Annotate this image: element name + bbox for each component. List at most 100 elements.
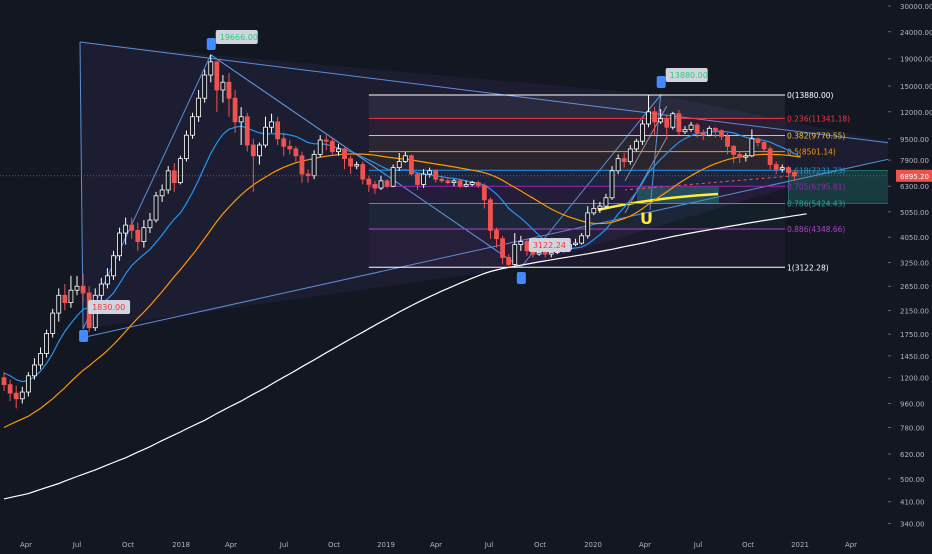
candle[interactable]	[573, 238, 578, 247]
candle[interactable]	[640, 119, 645, 146]
candle[interactable]	[141, 220, 147, 248]
candle[interactable]	[700, 129, 706, 141]
candle[interactable]	[25, 372, 31, 397]
candle[interactable]	[694, 122, 700, 138]
candle[interactable]	[111, 250, 116, 280]
candle[interactable]	[500, 235, 506, 265]
candle[interactable]	[165, 166, 171, 194]
candle[interactable]	[451, 179, 457, 187]
candle[interactable]	[171, 163, 177, 192]
price-axis[interactable]: 30000.00 24000.00 19000.00 15000.00 12000.00…	[888, 0, 932, 536]
price-callout[interactable]: 3122.24	[528, 238, 571, 252]
lower-trendline[interactable]	[82, 149, 931, 338]
candle[interactable]	[706, 126, 712, 137]
candle[interactable]	[670, 111, 676, 130]
ma-line[interactable]	[3, 125, 801, 383]
candle[interactable]	[378, 175, 384, 190]
candle[interactable]	[98, 277, 104, 301]
candle[interactable]	[408, 154, 414, 176]
candle[interactable]	[329, 137, 335, 155]
candle[interactable]	[80, 273, 86, 303]
candle[interactable]	[396, 153, 402, 171]
candle[interactable]	[366, 175, 372, 192]
candle[interactable]	[184, 130, 189, 162]
candle[interactable]	[646, 95, 651, 128]
candle[interactable]	[354, 161, 360, 170]
candle[interactable]	[676, 109, 682, 136]
candle[interactable]	[688, 121, 694, 132]
candle[interactable]	[62, 284, 68, 311]
candle[interactable]	[190, 112, 195, 139]
candle[interactable]	[348, 155, 354, 175]
candle[interactable]	[518, 235, 524, 251]
candle[interactable]	[159, 184, 165, 202]
candle[interactable]	[725, 132, 730, 155]
candle[interactable]	[615, 154, 621, 175]
candle[interactable]	[609, 166, 615, 200]
candle[interactable]	[275, 116, 281, 146]
candle[interactable]	[494, 227, 499, 248]
candle[interactable]	[664, 115, 670, 139]
candle[interactable]	[603, 193, 609, 209]
candle[interactable]	[202, 69, 208, 103]
candle[interactable]	[1, 372, 7, 391]
candle[interactable]	[591, 199, 597, 216]
candle[interactable]	[512, 233, 518, 267]
candle[interactable]	[457, 179, 463, 189]
candle[interactable]	[652, 107, 657, 136]
candle[interactable]	[117, 227, 122, 261]
candle[interactable]	[658, 108, 664, 124]
candle[interactable]	[50, 308, 56, 338]
candle[interactable]	[214, 60, 220, 112]
candle[interactable]	[244, 112, 250, 152]
ma-line[interactable]	[3, 213, 807, 500]
candle[interactable]	[232, 89, 238, 133]
ma-line[interactable]	[3, 153, 801, 429]
candle[interactable]	[74, 275, 80, 296]
candle[interactable]	[360, 161, 366, 185]
candle[interactable]	[269, 113, 274, 133]
candle[interactable]	[342, 147, 347, 170]
candle[interactable]	[621, 153, 627, 168]
candle[interactable]	[336, 143, 341, 156]
candle[interactable]	[463, 180, 469, 188]
candle[interactable]	[208, 54, 214, 83]
candle[interactable]	[737, 151, 743, 164]
candle[interactable]	[177, 155, 183, 185]
candle[interactable]	[153, 191, 159, 223]
candle[interactable]	[372, 180, 378, 194]
candle[interactable]	[713, 127, 718, 138]
candle[interactable]	[135, 222, 141, 251]
candle[interactable]	[147, 212, 153, 234]
candle[interactable]	[256, 142, 262, 165]
pivot-marker[interactable]	[516, 272, 526, 284]
candle[interactable]	[506, 254, 512, 268]
candle[interactable]	[44, 329, 49, 358]
candle[interactable]	[7, 379, 13, 402]
candle[interactable]	[749, 129, 755, 158]
candle[interactable]	[439, 175, 445, 183]
candle[interactable]	[415, 172, 420, 190]
candle[interactable]	[755, 137, 761, 147]
candle[interactable]	[299, 151, 305, 183]
candle[interactable]	[287, 140, 293, 155]
candle[interactable]	[38, 347, 43, 370]
candle[interactable]	[773, 161, 779, 175]
candle[interactable]	[311, 150, 317, 180]
candle[interactable]	[579, 233, 585, 245]
candle[interactable]	[481, 183, 487, 209]
pivot-marker[interactable]	[656, 76, 666, 88]
candle[interactable]	[238, 107, 244, 146]
candle[interactable]	[767, 146, 773, 170]
candle[interactable]	[196, 89, 202, 122]
candle[interactable]	[585, 206, 591, 239]
candle[interactable]	[323, 135, 329, 151]
candle[interactable]	[19, 386, 25, 404]
candle[interactable]	[761, 141, 767, 152]
candle[interactable]	[226, 72, 232, 117]
candle[interactable]	[13, 385, 19, 409]
candle[interactable]	[32, 358, 37, 380]
candle[interactable]	[597, 201, 603, 213]
